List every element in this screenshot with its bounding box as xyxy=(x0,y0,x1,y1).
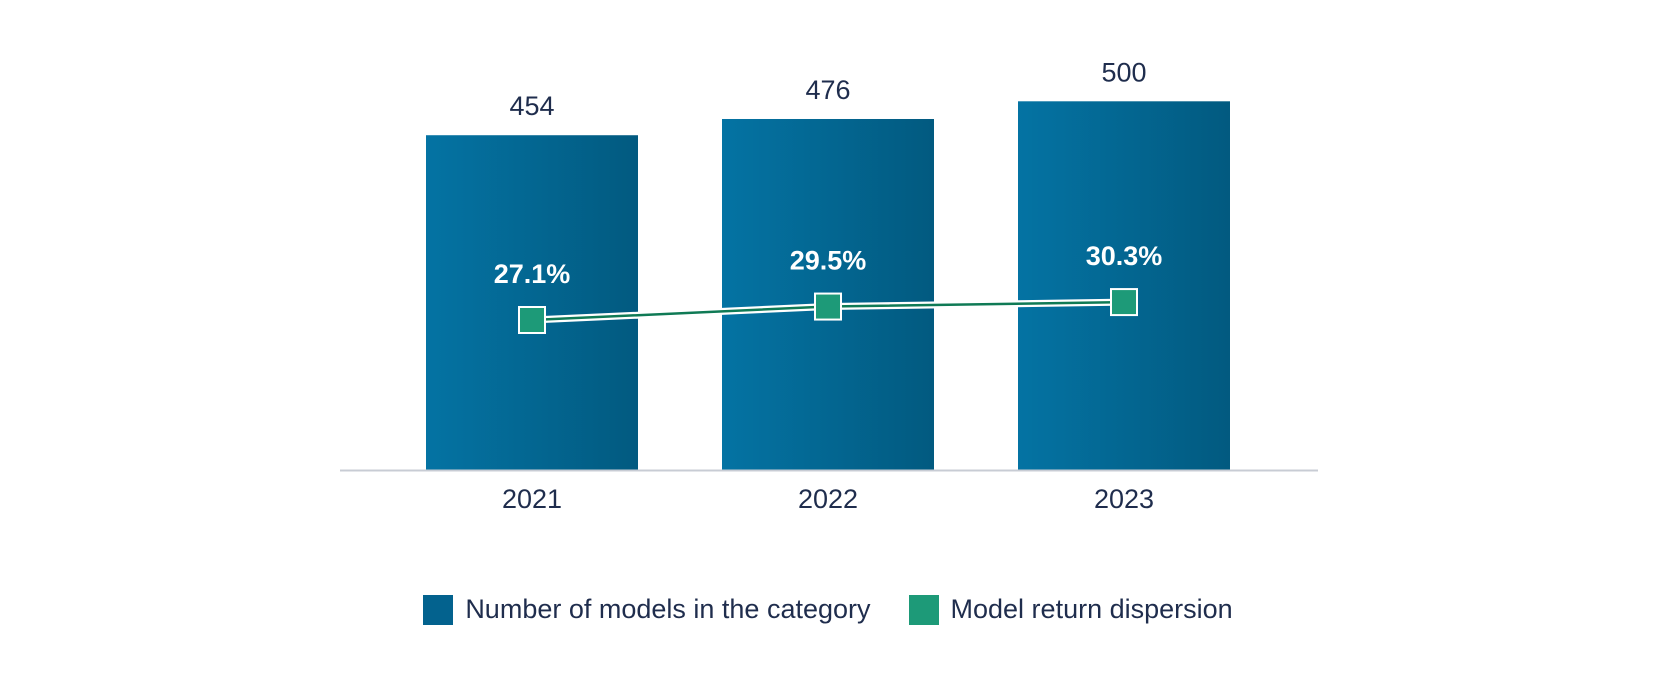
bar-2021[interactable] xyxy=(426,135,638,470)
legend-swatch-line xyxy=(908,594,939,625)
line-series xyxy=(518,288,1138,334)
line-marker-2022[interactable] xyxy=(814,292,842,321)
x-tick-label-2022: 2022 xyxy=(798,484,858,514)
legend-item-line[interactable]: Model return dispersion xyxy=(908,594,1233,625)
line-value-label-2022: 29.5% xyxy=(790,246,867,276)
bar-value-label-2021: 454 xyxy=(509,91,554,121)
chart: 454 476 500 2021 2022 2023 27.1% 29.5% 30.3% xyxy=(340,57,1318,514)
line-value-label-2023: 30.3% xyxy=(1086,241,1163,271)
bar-value-labels: 454 476 500 xyxy=(509,57,1146,121)
line-value-label-2021: 27.1% xyxy=(494,259,571,289)
x-axis-ticks: 2021 2022 2023 xyxy=(502,484,1154,514)
bar-value-label-2022: 476 xyxy=(805,75,850,105)
legend-label-line: Model return dispersion xyxy=(950,594,1233,624)
legend-swatch-bars xyxy=(423,594,454,625)
line-marker-2021[interactable] xyxy=(518,306,546,334)
bar-2023[interactable] xyxy=(1018,101,1230,471)
x-tick-label-2021: 2021 xyxy=(502,484,562,514)
legend-item-bars[interactable]: Number of models in the category xyxy=(423,594,871,625)
legend-label-bars: Number of models in the category xyxy=(465,594,871,624)
bar-value-label-2023: 500 xyxy=(1101,57,1146,87)
line-value-labels: 27.1% 29.5% 30.3% xyxy=(494,241,1163,289)
legend: Number of models in the category Model r… xyxy=(0,594,1656,625)
line-marker-2023[interactable] xyxy=(1110,288,1138,317)
x-tick-label-2023: 2023 xyxy=(1094,484,1154,514)
